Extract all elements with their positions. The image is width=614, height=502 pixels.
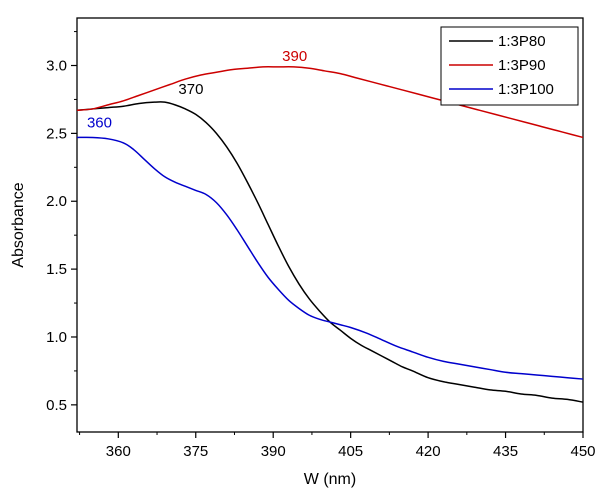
x-tick-label: 375 <box>183 443 208 460</box>
legend-box <box>440 26 579 106</box>
legend-label-1:3P100: 1:3P100 <box>498 81 554 98</box>
peak-annotations: 370 390 360 <box>87 48 307 132</box>
peak-label-370: 370 <box>178 81 203 98</box>
x-tick-label: 450 <box>570 443 595 460</box>
y-tick-label: 1.5 <box>46 261 67 278</box>
x-tick-label: 405 <box>338 443 363 460</box>
x-tick-label: 390 <box>261 443 286 460</box>
series-lines <box>76 66 584 403</box>
peak-label-390: 390 <box>282 48 307 65</box>
x-tick-label: 360 <box>106 443 131 460</box>
peak-label-360: 360 <box>87 114 112 131</box>
legend: 1:3P80 1:3P90 1:3P100 <box>440 26 579 106</box>
series-line-1:3P100 <box>76 136 584 380</box>
y-axis-title: Absorbance <box>10 182 27 267</box>
plot-frame <box>76 17 584 433</box>
y-tick-label: 2.5 <box>46 125 67 142</box>
x-tick-label: 435 <box>493 443 518 460</box>
x-axis-title: W (nm) <box>304 471 356 488</box>
y-tick-label: 3.0 <box>46 58 67 75</box>
y-tick-label: 1.0 <box>46 329 67 346</box>
x-tick-label: 420 <box>416 443 441 460</box>
y-tick-label: 0.5 <box>46 397 67 414</box>
axis-ticks: 360 375 390 405 420 435 450 0.5 1.0 1.5 2.0 2.5 3.0 <box>46 31 596 460</box>
y-tick-label: 2.0 <box>46 193 67 210</box>
series-line-1:3P80 <box>76 101 584 403</box>
series-line-1:3P90 <box>76 66 584 139</box>
legend-label-1:3P80: 1:3P80 <box>498 33 546 50</box>
legend-label-1:3P90: 1:3P90 <box>498 57 546 74</box>
